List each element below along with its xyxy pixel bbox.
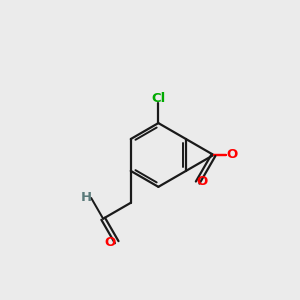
Text: Cl: Cl xyxy=(151,92,166,105)
Text: O: O xyxy=(196,175,207,188)
Text: H: H xyxy=(81,191,92,204)
Text: O: O xyxy=(105,236,116,249)
Text: O: O xyxy=(226,148,238,161)
